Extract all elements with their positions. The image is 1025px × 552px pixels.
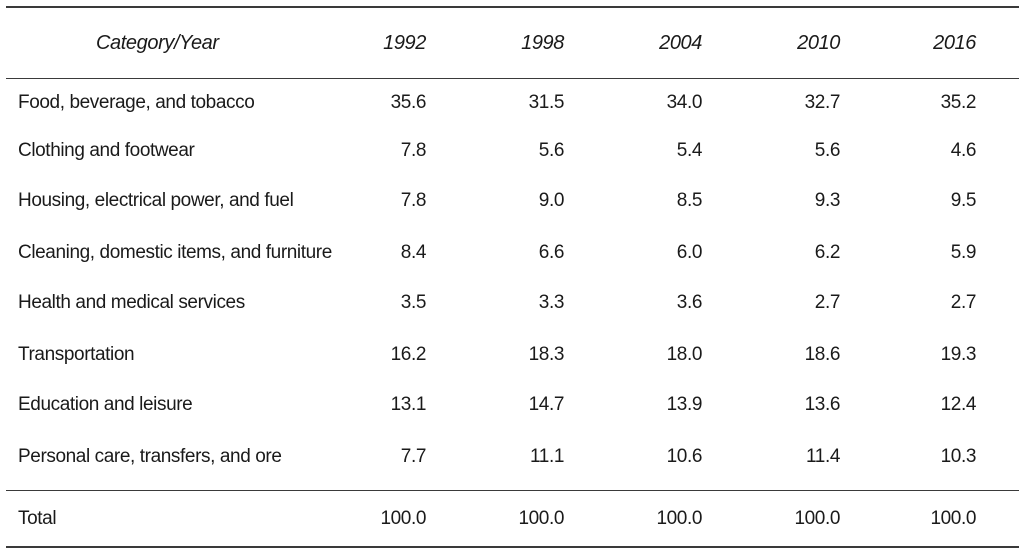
table-row: Transportation 16.2 18.3 18.0 18.6 19.3: [0, 332, 1025, 378]
table-top-rule: [6, 6, 1019, 8]
cell-value: 16.2: [390, 344, 427, 365]
cell-value: 31.5: [528, 92, 565, 113]
cell-value: 3.6: [676, 292, 703, 313]
total-value: 100.0: [794, 508, 840, 529]
table-row: Health and medical services 3.5 3.3 3.6 …: [0, 280, 1025, 326]
header-year-1992: 1992: [383, 32, 426, 54]
table-total-rule: [6, 490, 1019, 491]
cell-value: 19.3: [940, 344, 977, 365]
cell-value: 18.0: [666, 344, 703, 365]
row-label: Personal care, transfers, and ore: [18, 446, 282, 467]
table-row: Clothing and footwear 7.8 5.6 5.4 5.6 4.…: [0, 128, 1025, 174]
cell-value: 5.9: [950, 242, 977, 263]
table-header-rule: [6, 78, 1019, 79]
cell-value: 8.5: [676, 190, 703, 211]
header-category: Category/Year: [96, 32, 219, 54]
table-bottom-rule: [6, 546, 1019, 548]
cell-value: 32.7: [804, 92, 841, 113]
total-value: 100.0: [930, 508, 976, 529]
header-year-2004: 2004: [659, 32, 702, 54]
cell-value: 34.0: [666, 92, 703, 113]
row-label: Clothing and footwear: [18, 140, 195, 161]
cell-value: 4.6: [950, 140, 977, 161]
cell-value: 12.4: [940, 394, 977, 415]
total-value: 100.0: [518, 508, 564, 529]
cell-value: 18.3: [528, 344, 565, 365]
row-label: Food, beverage, and tobacco: [18, 92, 255, 113]
cell-value: 7.7: [400, 446, 427, 467]
cell-value: 6.6: [538, 242, 565, 263]
cell-value: 7.8: [400, 190, 427, 211]
cell-value: 3.5: [400, 292, 427, 313]
table-row: Education and leisure 13.1 14.7 13.9 13.…: [0, 382, 1025, 428]
row-label: Education and leisure: [18, 394, 193, 415]
cell-value: 3.3: [538, 292, 565, 313]
table-row: Housing, electrical power, and fuel 7.8 …: [0, 178, 1025, 224]
cell-value: 9.5: [950, 190, 977, 211]
cell-value: 13.9: [666, 394, 703, 415]
header-year-1998: 1998: [521, 32, 564, 54]
table-row: Personal care, transfers, and ore 7.7 11…: [0, 434, 1025, 480]
header-year-2010: 2010: [797, 32, 840, 54]
cell-value: 6.0: [676, 242, 703, 263]
total-value: 100.0: [656, 508, 702, 529]
cell-value: 5.6: [538, 140, 565, 161]
cell-value: 9.3: [814, 190, 841, 211]
cell-value: 11.4: [806, 446, 840, 467]
cell-value: 10.3: [940, 446, 977, 467]
cell-value: 13.1: [390, 394, 427, 415]
cell-value: 2.7: [950, 292, 977, 313]
total-value: 100.0: [380, 508, 426, 529]
cell-value: 6.2: [814, 242, 841, 263]
cell-value: 5.6: [814, 140, 841, 161]
cell-value: 35.2: [940, 92, 977, 113]
cell-value: 11.1: [530, 446, 564, 467]
row-label: Health and medical services: [18, 292, 245, 313]
cell-value: 5.4: [676, 140, 703, 161]
row-label: Transportation: [18, 344, 135, 365]
cell-value: 2.7: [814, 292, 841, 313]
cell-value: 13.6: [804, 394, 841, 415]
table-header-row: Category/Year 1992 1998 2004 2010 2016: [0, 20, 1025, 66]
total-label: Total: [18, 508, 57, 529]
cell-value: 18.6: [804, 344, 841, 365]
cell-value: 10.6: [666, 446, 703, 467]
row-label: Cleaning, domestic items, and furniture: [18, 242, 332, 263]
row-label: Housing, electrical power, and fuel: [18, 190, 294, 211]
table-total-row: Total 100.0 100.0 100.0 100.0 100.0: [0, 496, 1025, 542]
cell-value: 9.0: [538, 190, 565, 211]
cell-value: 14.7: [528, 394, 565, 415]
cell-value: 35.6: [390, 92, 427, 113]
cell-value: 7.8: [400, 140, 427, 161]
header-year-2016: 2016: [933, 32, 976, 54]
cell-value: 8.4: [400, 242, 427, 263]
table-row: Food, beverage, and tobacco 35.6 31.5 34…: [0, 80, 1025, 126]
table-row: Cleaning, domestic items, and furniture …: [0, 230, 1025, 276]
